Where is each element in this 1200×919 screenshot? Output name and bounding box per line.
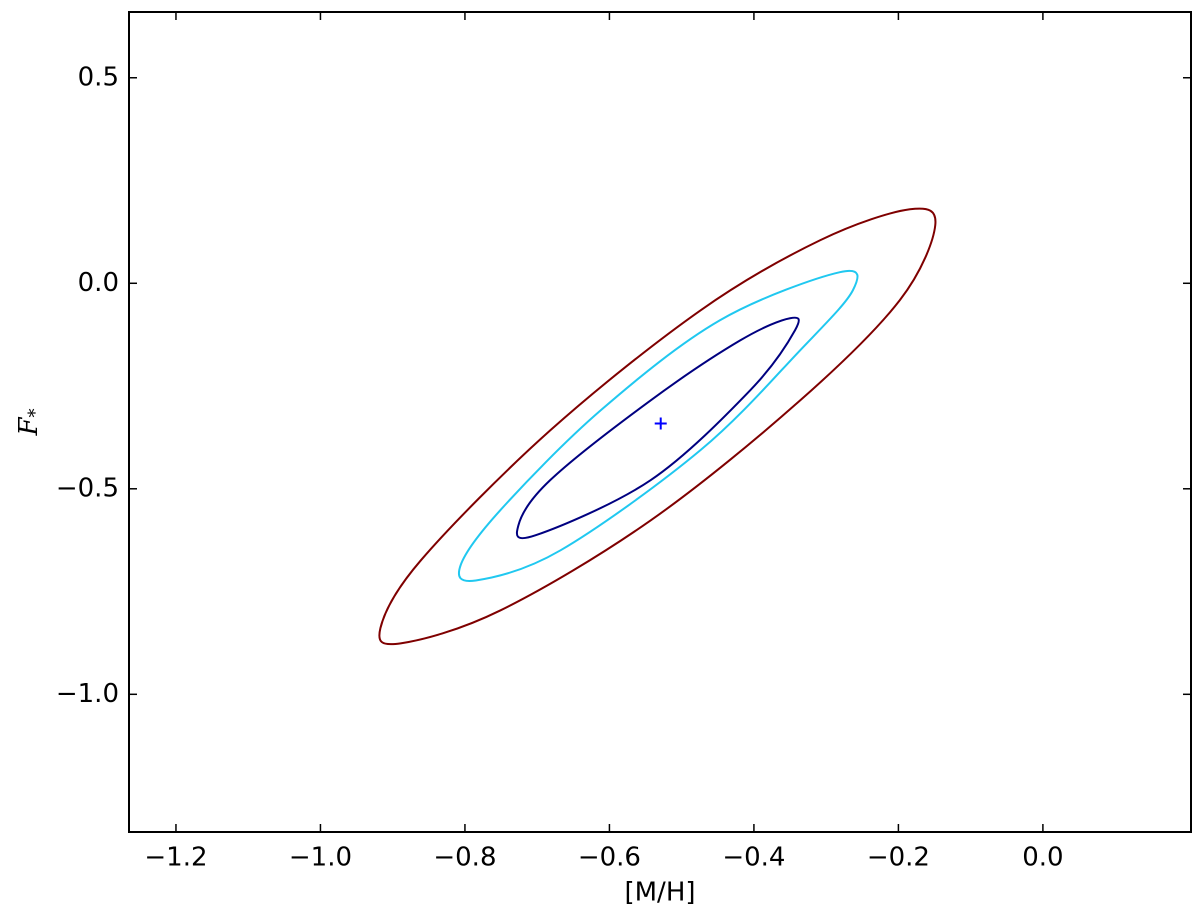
y-tick-label: 0.0 — [78, 268, 119, 298]
plot-frame — [128, 11, 1192, 833]
x-tick-label: 0.0 — [1022, 843, 1063, 873]
y-tick-label: −1.0 — [56, 679, 119, 709]
x-tick-label: −0.2 — [867, 843, 930, 873]
best-fit-marker — [654, 417, 667, 430]
contour-line — [515, 316, 800, 540]
x-tick-label: −0.8 — [433, 843, 496, 873]
x-tick-label: −0.6 — [578, 843, 641, 873]
y-axis-label: F* — [14, 408, 46, 436]
contour-line — [378, 207, 937, 646]
x-tick-label: −0.4 — [722, 843, 785, 873]
y-tick-label: 0.5 — [78, 62, 119, 92]
x-axis-label: [M/H] — [624, 878, 695, 908]
contour-line — [457, 269, 859, 582]
x-tick-label: −1.0 — [289, 843, 352, 873]
x-tick-label: −1.2 — [144, 843, 207, 873]
y-tick-label: −0.5 — [56, 473, 119, 503]
